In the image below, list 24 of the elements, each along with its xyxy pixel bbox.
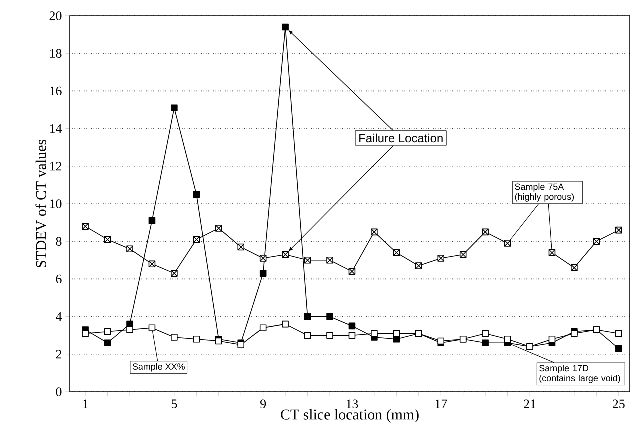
- x-axis-title: CT slice location (mm): [281, 409, 419, 423]
- y-tick-label: 20: [50, 12, 62, 20]
- y-tick-label: 18: [50, 49, 62, 58]
- y-tick-label: 0: [56, 388, 62, 396]
- x-tick-label: 1: [83, 400, 88, 408]
- text: Sample XX%: [132, 363, 185, 372]
- annotation: Failure Location: [360, 134, 443, 143]
- y-axis-title: STDEV of CT values: [36, 140, 46, 268]
- y-tick-label: 10: [50, 200, 62, 208]
- x-tick-label: 21: [524, 400, 536, 408]
- y-tick-label: 2: [56, 350, 62, 359]
- x-tick-label: 9: [260, 400, 266, 408]
- series-label: Sample 17D (contains large void): [540, 364, 620, 384]
- y-tick-label: 4: [56, 312, 62, 322]
- y-tick-label: 16: [50, 86, 62, 96]
- y-tick-label: 12: [50, 162, 62, 171]
- x-tick-label: 25: [612, 400, 625, 408]
- x-tick-label: 5: [172, 400, 178, 408]
- y-tick-label: 6: [56, 274, 62, 284]
- text: Sample 75A (highly porous): [515, 184, 574, 202]
- x-tick-label: 13: [346, 400, 358, 408]
- x-tick-label: 17: [436, 400, 448, 408]
- y-tick-label: 14: [50, 124, 62, 134]
- y-tick-label: 8: [56, 237, 62, 246]
